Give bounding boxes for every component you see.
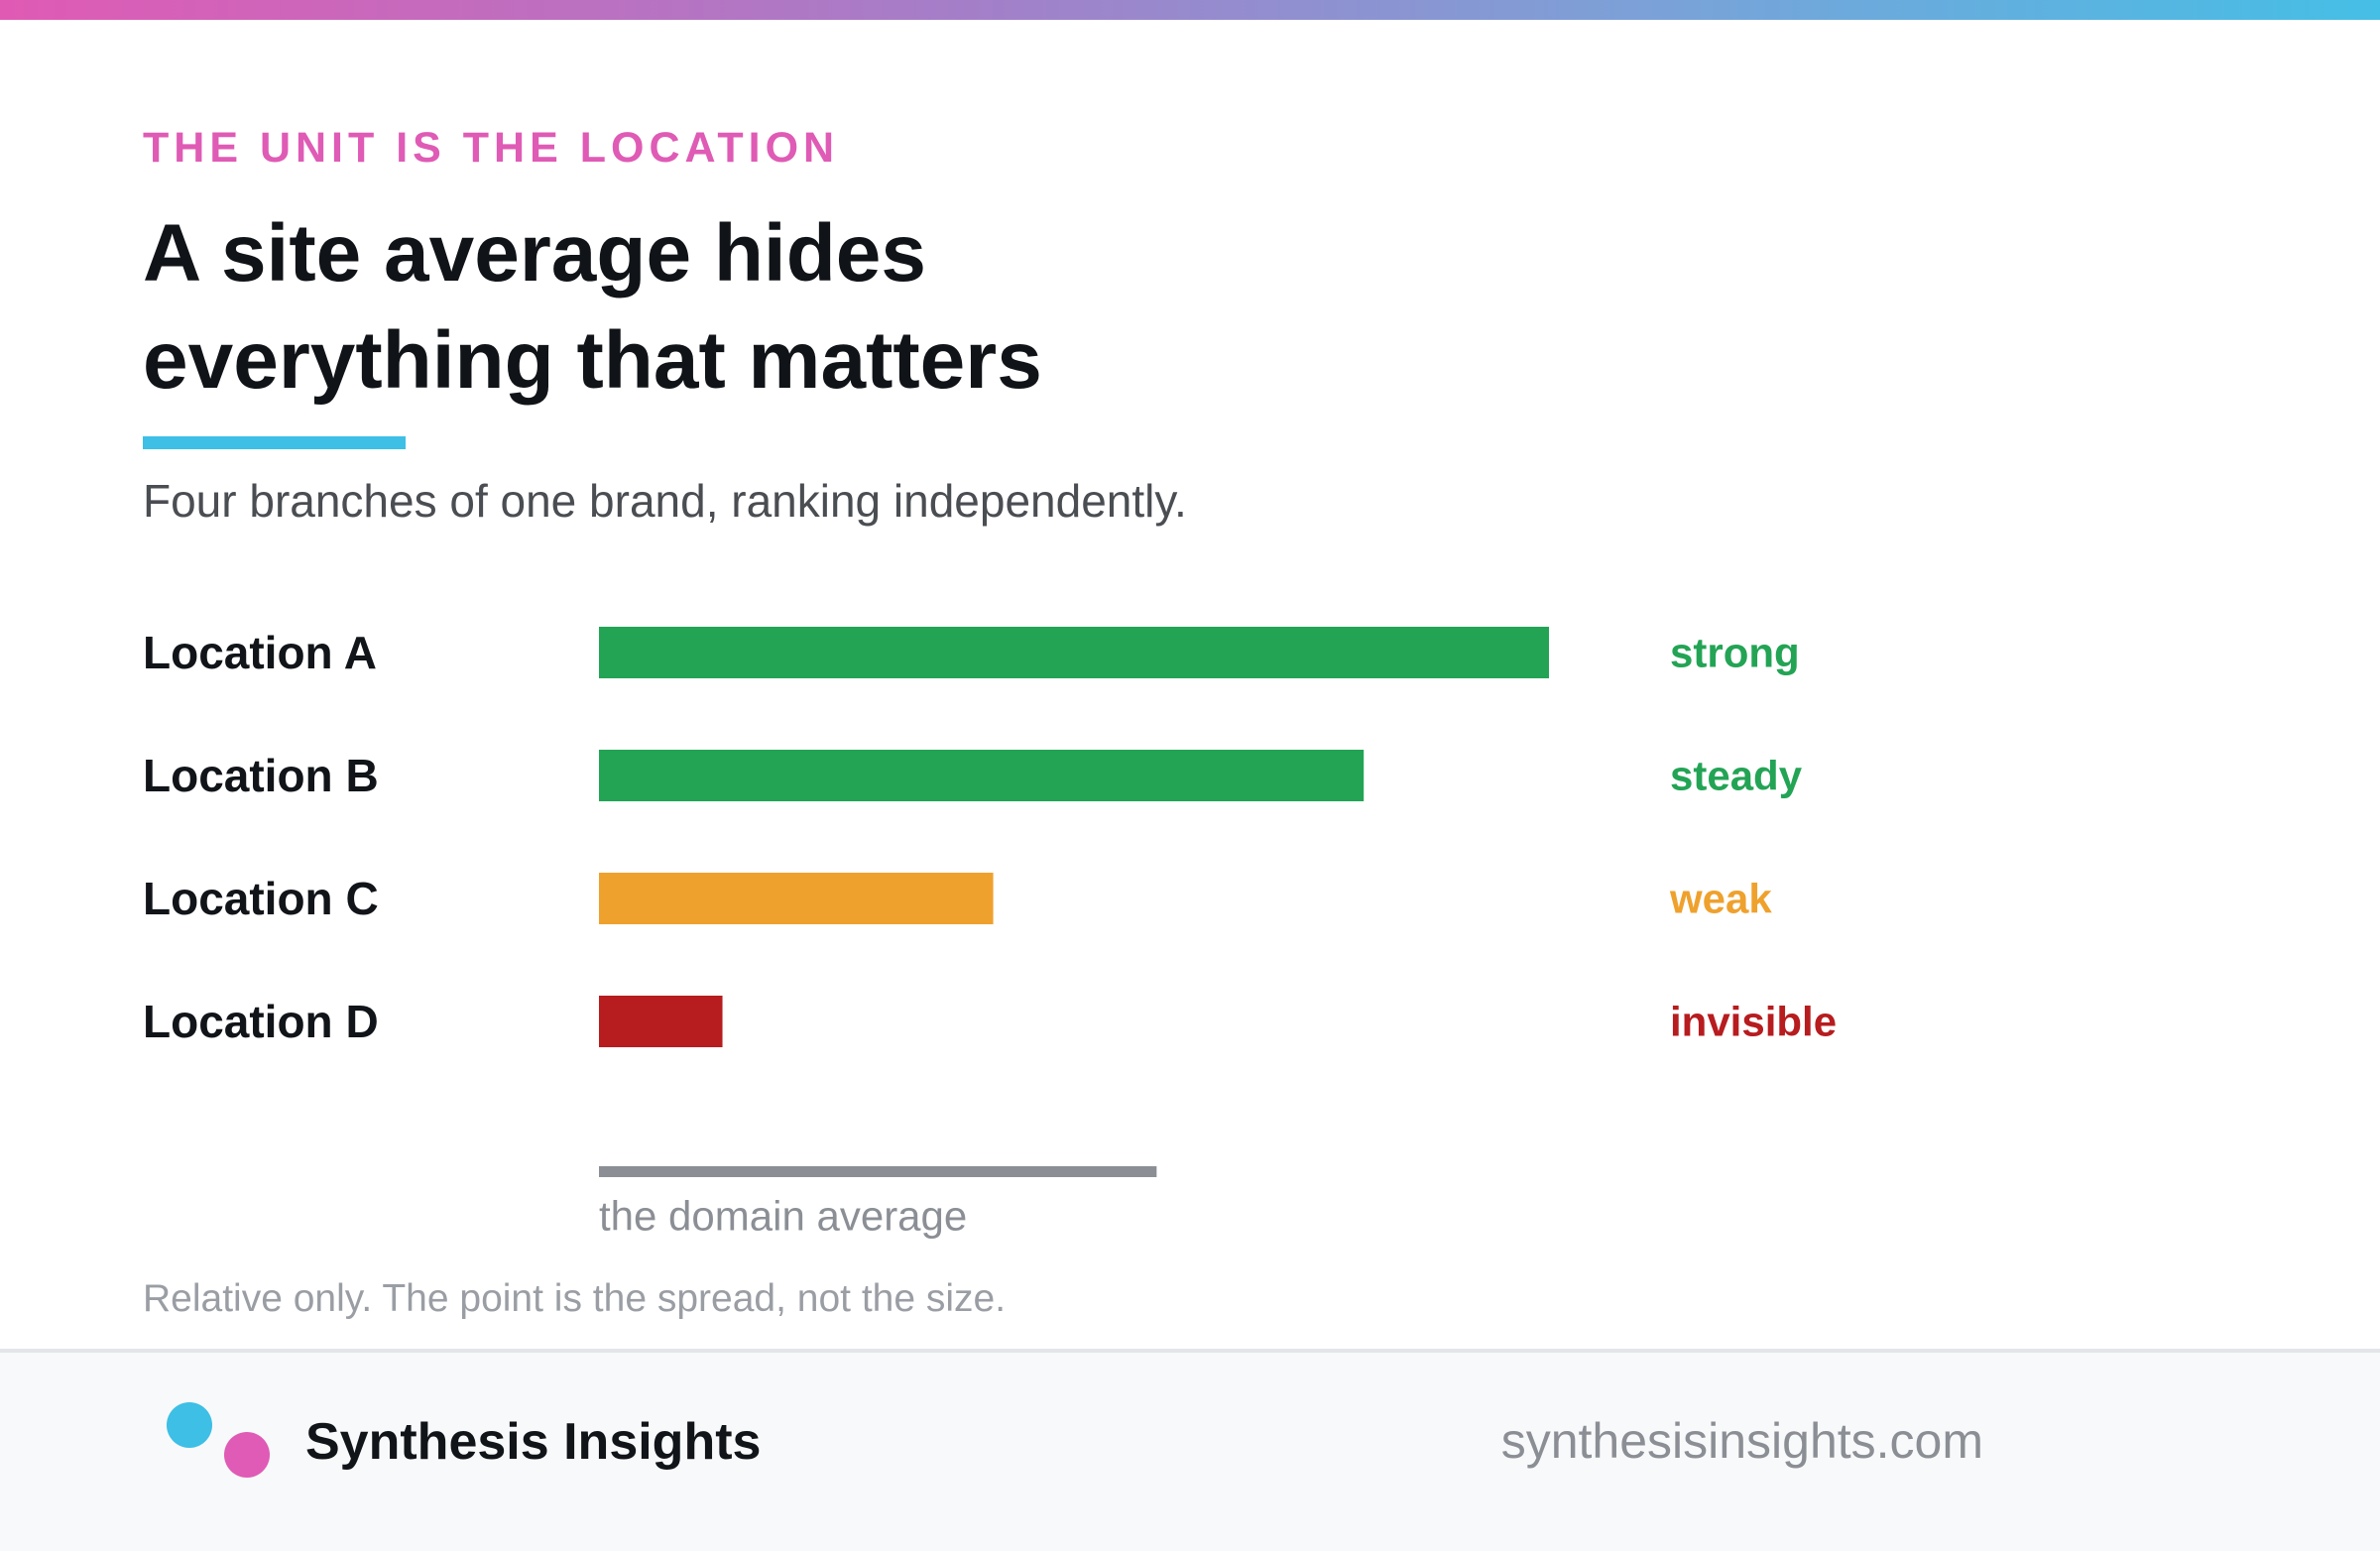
category-label-location-b: Location B <box>143 750 379 801</box>
subtitle: Four branches of one brand, ranking inde… <box>143 475 1187 527</box>
top-gradient-bar <box>0 0 2380 20</box>
domain-average-label: the domain average <box>599 1193 967 1240</box>
headline: A site average hides everything that mat… <box>143 200 1630 415</box>
category-label-location-a: Location A <box>143 627 377 678</box>
logo-dot-blue <box>167 1402 212 1448</box>
bar-location-b <box>599 750 1365 801</box>
accent-rule <box>143 436 406 449</box>
brand-name: Synthesis Insights <box>305 1413 762 1471</box>
bar-location-c <box>599 873 994 924</box>
logo-dot-pink <box>224 1432 270 1478</box>
site-url: synthesisinsights.com <box>1500 1413 1983 1469</box>
footnote: Relative only. The point is the spread, … <box>143 1277 1007 1320</box>
domain-average-bar <box>599 1166 1157 1177</box>
eyebrow-label: THE UNIT IS THE LOCATION <box>143 124 840 172</box>
location-bar-chart: Location A strong Location B steady Location… <box>143 627 1837 1240</box>
category-label-location-c: Location C <box>143 873 379 924</box>
status-label-location-d: invisible <box>1670 999 1837 1045</box>
bar-location-d <box>599 996 723 1047</box>
brand-logo <box>167 1402 276 1491</box>
status-label-location-c: weak <box>1669 876 1772 922</box>
status-label-location-b: steady <box>1670 753 1803 799</box>
headline-line-2: everything that matters <box>143 315 1042 406</box>
bar-location-a <box>599 627 1549 678</box>
footer: Synthesis Insights synthesisinsights.com <box>0 1349 2380 1551</box>
category-label-location-d: Location D <box>143 996 379 1047</box>
status-label-location-a: strong <box>1670 630 1800 676</box>
headline-line-1: A site average hides <box>143 208 927 298</box>
